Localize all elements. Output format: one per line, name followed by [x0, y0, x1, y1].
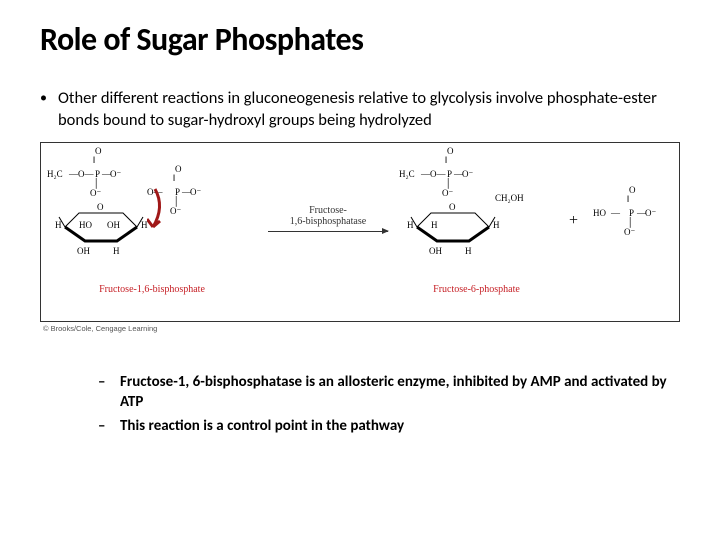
bond-icon: —O—	[69, 170, 94, 179]
atom-H: H	[465, 247, 472, 256]
bond-icon: ‖	[445, 156, 448, 165]
sub-bullet-list: – Fructose-1, 6-bisphosphatase is an all…	[40, 372, 680, 437]
bond-icon: │	[627, 218, 633, 227]
reaction-figure: O ‖ H₂C —O— P — O⁻ │ O⁻ O ‖ O— P — O⁻ │ …	[40, 142, 680, 322]
atom-O: O	[447, 147, 454, 156]
product-molecule: O ‖ H₂C —O— P — O⁻ │ O⁻ CH₂OH O	[399, 147, 554, 295]
atom-HO: HO	[593, 209, 606, 218]
atom-O: O	[175, 165, 182, 174]
atom-OH: OH	[77, 247, 90, 256]
plus-sign: +	[565, 212, 582, 230]
sugar-ring-icon	[65, 207, 137, 255]
bond-icon: ‖	[173, 174, 176, 183]
atom-HO: HO	[79, 221, 92, 230]
free-phosphate: O ‖ HO — P — O⁻ │ O⁻	[593, 186, 673, 256]
atom-Ominus: O⁻	[190, 188, 201, 197]
right-arrow-icon	[268, 231, 388, 232]
atom-Ominus: O⁻	[442, 189, 453, 198]
bond-icon: ‖	[93, 156, 96, 165]
sub-bullet-text: Fructose-1, 6-bisphosphatase is an allos…	[120, 372, 680, 413]
atom-Ominus: O⁻	[110, 170, 121, 179]
atom-O: O	[95, 147, 102, 156]
reaction-arrow: Fructose- 1,6-bisphosphatase	[268, 205, 388, 236]
atom-Ominus: O⁻	[90, 189, 101, 198]
atom-H: H	[141, 221, 148, 230]
main-bullet-text: Other different reactions in gluconeogen…	[58, 87, 680, 132]
reactant-molecule: O ‖ H₂C —O— P — O⁻ │ O⁻ O ‖ O— P — O⁻ │ …	[47, 147, 257, 295]
bond-icon: │	[445, 179, 451, 188]
bond-icon: —	[611, 209, 620, 218]
atom-OH: OH	[107, 221, 120, 230]
product-label: Fructose-6-phosphate	[399, 284, 554, 295]
atom-H: H	[407, 221, 414, 230]
main-bullet: • Other different reactions in gluconeog…	[40, 87, 680, 132]
bond-icon: —O—	[421, 170, 446, 179]
dash-icon: –	[98, 372, 120, 413]
sub-bullet: – Fructose-1, 6-bisphosphatase is an all…	[98, 372, 680, 413]
sub-bullet-text: This reaction is a control point in the …	[120, 416, 404, 436]
page-title: Role of Sugar Phosphates	[40, 20, 680, 59]
bond-icon: │	[93, 179, 99, 188]
sugar-ring-icon	[417, 207, 489, 255]
bond-icon: ‖	[627, 195, 630, 204]
atom-H2C: H₂C	[399, 170, 415, 179]
atom-CH2OH: CH₂OH	[495, 194, 524, 203]
atom-H: H	[431, 221, 438, 230]
hydrolysis-arrow-icon	[147, 187, 177, 237]
atom-Ominus: O⁻	[624, 228, 635, 237]
atom-H: H	[55, 221, 62, 230]
atom-H2C: H₂C	[47, 170, 63, 179]
atom-O: O	[449, 203, 456, 212]
atom-H: H	[493, 221, 500, 230]
atom-Ominus: O⁻	[645, 209, 656, 218]
enzyme-label: Fructose- 1,6-bisphosphatase	[268, 205, 388, 227]
bullet-dot-icon: •	[40, 87, 58, 132]
sub-bullet: – This reaction is a control point in th…	[98, 416, 680, 436]
atom-OH: OH	[429, 247, 442, 256]
atom-O: O	[97, 203, 104, 212]
atom-Ominus: O⁻	[462, 170, 473, 179]
atom-H: H	[113, 247, 120, 256]
reactant-label: Fructose-1,6-bisphosphate	[47, 284, 257, 295]
figure-copyright: © Brooks/Cole, Cengage Learning	[43, 324, 157, 333]
dash-icon: –	[98, 416, 120, 436]
atom-O: O	[629, 186, 636, 195]
